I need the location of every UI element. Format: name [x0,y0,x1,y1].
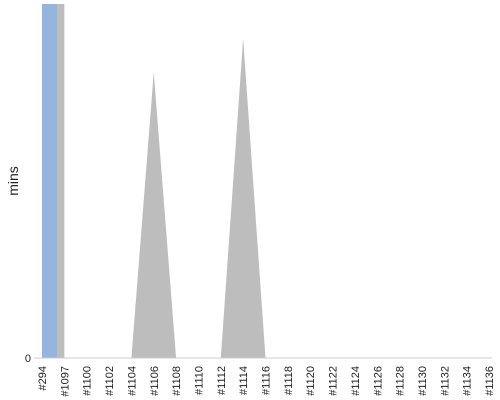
x-tick-label: #1128 [395,366,407,396]
x-tick-label: #1110 [193,366,205,395]
x-tick-label: #1120 [305,366,317,396]
x-tick-label: #1108 [171,366,183,396]
x-tick-label: #1097 [59,366,71,397]
series-area-0 [42,4,489,358]
x-tick-label: #1122 [328,366,340,396]
plot-area [42,4,489,359]
y-tick-label: 0 [25,353,31,365]
x-tick-label: #1112 [216,366,228,395]
x-tick-label: #1104 [126,366,138,396]
x-tick-label: #1130 [417,366,429,396]
x-tick-label: #1106 [149,366,161,396]
data-point-5 [142,72,165,359]
x-tick-label: #1116 [261,366,273,395]
x-tick-label: #1100 [82,366,94,396]
x-tick-label: #1118 [283,366,295,395]
x-tick-label: #294 [37,366,49,390]
series-area-1 [42,4,57,358]
x-tick-labels: #294 #1097 #1100 #1102 #1104 #1106 #1108 #1110 #… [37,366,496,397]
x-tick-label: #1114 [238,366,250,395]
x-tick-label: #1132 [439,366,451,396]
x-tick-label: #1134 [462,366,474,396]
data-point-9 [232,38,255,359]
y-axis-label: mins [5,166,21,196]
x-tick-label: #1102 [104,366,116,396]
x-tick-label: #1124 [350,366,362,396]
x-tick-label: #1126 [372,366,384,396]
x-tick-label: #1136 [484,366,496,396]
